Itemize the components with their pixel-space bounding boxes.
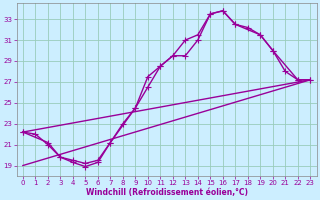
- X-axis label: Windchill (Refroidissement éolien,°C): Windchill (Refroidissement éolien,°C): [85, 188, 248, 197]
